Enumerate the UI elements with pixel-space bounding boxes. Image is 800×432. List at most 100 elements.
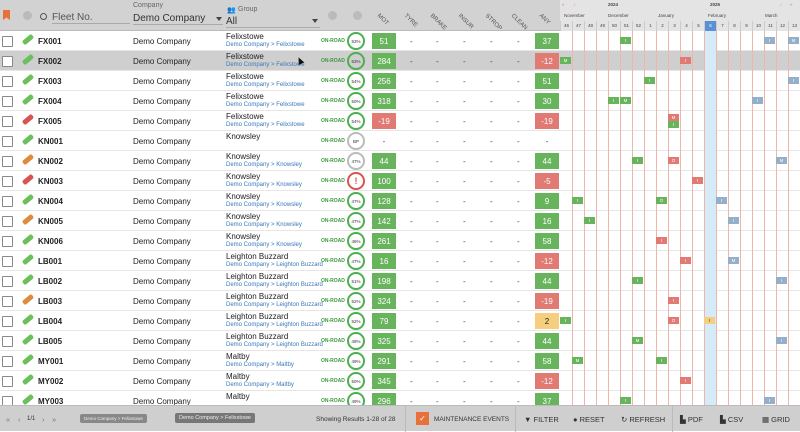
row-checkbox[interactable]: [2, 96, 13, 107]
fleet-number[interactable]: FX005: [38, 117, 62, 126]
health-gauge[interactable]: 47%: [347, 212, 365, 230]
last-page-button[interactable]: »: [52, 415, 57, 424]
mot-days[interactable]: -19: [372, 113, 396, 129]
fleet-number[interactable]: MY003: [38, 397, 64, 406]
maintenance-event[interactable]: I: [788, 77, 799, 84]
group-path-link[interactable]: Demo Company > Maltby: [226, 382, 294, 388]
any-days[interactable]: 2: [535, 313, 559, 329]
health-gauge[interactable]: 50%: [347, 92, 365, 110]
mot-days[interactable]: -: [382, 136, 386, 146]
mot-days[interactable]: 284: [372, 53, 396, 69]
mot-days[interactable]: 318: [372, 93, 396, 109]
health-gauge[interactable]: 51%: [347, 272, 365, 290]
any-days[interactable]: -: [545, 136, 549, 146]
week-label[interactable]: 13: [788, 21, 800, 31]
health-gauge[interactable]: 54%: [347, 112, 365, 130]
next-page-button[interactable]: ›: [42, 415, 45, 424]
maintenance-event[interactable]: I: [668, 297, 679, 304]
fleet-number[interactable]: FX002: [38, 57, 62, 66]
add-column-icon[interactable]: [328, 11, 337, 20]
fleet-number[interactable]: LB002: [38, 277, 63, 286]
maintenance-event[interactable]: I: [620, 397, 631, 404]
maintenance-event[interactable]: I: [620, 37, 631, 44]
maintenance-event[interactable]: I: [728, 217, 739, 224]
health-gauge[interactable]: 50%: [347, 372, 365, 390]
maintenance-event[interactable]: I: [632, 157, 643, 164]
fleet-number[interactable]: MY002: [38, 377, 64, 386]
row-checkbox[interactable]: [2, 276, 13, 287]
table-row[interactable]: KN003 Demo Company Knowsley Demo Company > …: [0, 171, 800, 191]
column-insur[interactable]: INSUR: [456, 13, 475, 31]
health-gauge[interactable]: 52%: [347, 312, 365, 330]
health-gauge[interactable]: 52%: [347, 292, 365, 310]
health-gauge[interactable]: 47%: [347, 252, 365, 270]
mot-days[interactable]: 16: [372, 253, 396, 269]
column-brake[interactable]: BRAKE: [428, 13, 448, 32]
mot-days[interactable]: 44: [372, 153, 396, 169]
any-days[interactable]: -12: [535, 53, 559, 69]
column-tyre[interactable]: TYRE: [402, 13, 419, 29]
group-path-link[interactable]: Demo Company > Maltby: [226, 362, 294, 368]
week-label[interactable]: 1: [644, 21, 656, 31]
maintenance-event[interactable]: I: [716, 197, 727, 204]
group-filter-select[interactable]: All: [226, 16, 320, 28]
any-days[interactable]: 37: [535, 33, 559, 49]
any-days[interactable]: 16: [535, 213, 559, 229]
maintenance-event[interactable]: O: [656, 197, 667, 204]
maintenance-event[interactable]: I: [764, 37, 775, 44]
timeline-next-year-button[interactable]: »: [790, 2, 793, 7]
row-checkbox[interactable]: [2, 176, 13, 187]
row-checkbox[interactable]: [2, 256, 13, 267]
group-path-link[interactable]: Demo Company > Knowsley: [226, 242, 302, 248]
timeline-prev-year-button[interactable]: «: [562, 2, 565, 7]
fleet-number[interactable]: FX001: [38, 37, 62, 46]
group-path-link[interactable]: Demo Company > Leighton Buzzard: [226, 342, 323, 348]
row-checkbox[interactable]: [2, 356, 13, 367]
health-gauge[interactable]: 47%: [347, 192, 365, 210]
csv-button[interactable]: ▙ CSV: [720, 415, 744, 424]
refresh-button[interactable]: ↻ REFRESH: [621, 415, 666, 424]
maintenance-event[interactable]: O: [668, 157, 679, 164]
week-label[interactable]: 7: [716, 21, 728, 31]
any-days[interactable]: 44: [535, 153, 559, 169]
group-path-link[interactable]: Demo Company > Knowsley: [226, 182, 302, 188]
row-checkbox[interactable]: [2, 296, 13, 307]
row-checkbox[interactable]: [2, 336, 13, 347]
any-days[interactable]: 58: [535, 353, 559, 369]
any-days[interactable]: -12: [535, 373, 559, 389]
row-checkbox[interactable]: [2, 376, 13, 387]
week-label[interactable]: 10: [752, 21, 764, 31]
mot-days[interactable]: 256: [372, 73, 396, 89]
any-days[interactable]: 44: [535, 333, 559, 349]
group-path-link[interactable]: Demo Company > Leighton Buzzard: [226, 322, 323, 328]
column-any[interactable]: ANY: [537, 13, 551, 26]
group-path-link[interactable]: Demo Company > Leighton Buzzard: [226, 262, 323, 268]
maintenance-event[interactable]: I: [572, 197, 583, 204]
table-row[interactable]: LB003 Demo Company Leighton Buzzard Demo Co…: [0, 291, 800, 311]
add-column-icon[interactable]: [353, 11, 362, 20]
mot-days[interactable]: 324: [372, 293, 396, 309]
row-checkbox[interactable]: [2, 76, 13, 87]
row-checkbox[interactable]: [2, 136, 13, 147]
table-row[interactable]: KN004 Demo Company Knowsley Demo Company > …: [0, 191, 800, 211]
week-label[interactable]: 4: [680, 21, 692, 31]
week-label[interactable]: 9: [740, 21, 752, 31]
maintenance-event[interactable]: I: [680, 257, 691, 264]
table-row[interactable]: FX003 Demo Company Felixstowe Demo Company …: [0, 71, 800, 91]
fleet-number[interactable]: FX003: [38, 77, 62, 86]
group-path-link[interactable]: Demo Company > Felixstowe: [226, 122, 305, 128]
maintenance-event[interactable]: I: [776, 337, 787, 344]
maintenance-event[interactable]: I: [680, 377, 691, 384]
fleet-number[interactable]: KN003: [38, 177, 63, 186]
table-row[interactable]: LB005 Demo Company Leighton Buzzard Demo Co…: [0, 331, 800, 351]
row-checkbox[interactable]: [2, 36, 13, 47]
mot-days[interactable]: 291: [372, 353, 396, 369]
table-row[interactable]: KN006 Demo Company Knowsley Demo Company > …: [0, 231, 800, 251]
mot-days[interactable]: 261: [372, 233, 396, 249]
group-path-link[interactable]: Demo Company > Knowsley: [226, 222, 302, 228]
maintenance-events-label[interactable]: MAINTENANCE EVENTS: [434, 416, 510, 423]
fleet-number[interactable]: MY001: [38, 357, 64, 366]
table-row[interactable]: KN002 Demo Company Knowsley Demo Company > …: [0, 151, 800, 171]
table-row[interactable]: FX004 Demo Company Felixstowe Demo Company …: [0, 91, 800, 111]
table-row[interactable]: KN001 Demo Company Knowsley ON-ROAD BP - - - - - -…: [0, 131, 800, 151]
